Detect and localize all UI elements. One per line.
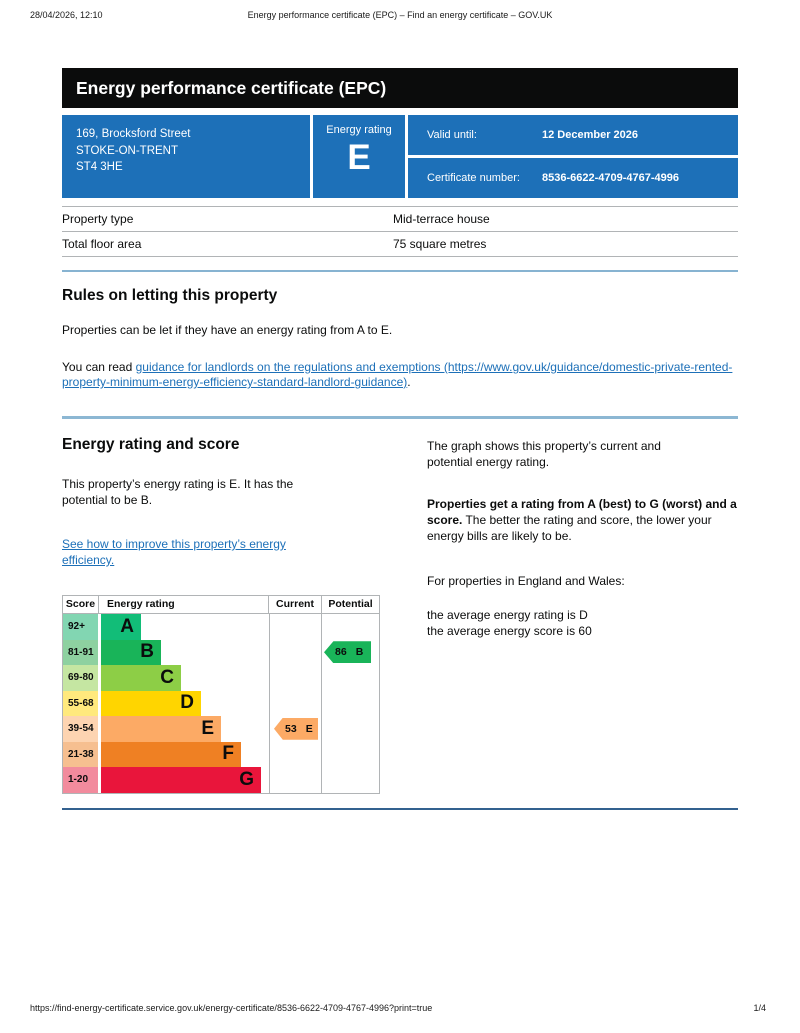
section-divider xyxy=(62,416,738,419)
floor-area-label: Total floor area xyxy=(62,237,142,251)
energy-rating-value: E xyxy=(347,138,371,177)
rating-explainer-bold: Properties get a rating from A (best) to… xyxy=(427,497,737,527)
certificate-content: Energy performance certificate (EPC) 169… xyxy=(62,68,738,810)
rating-right-column: The graph shows this property’s current … xyxy=(427,436,738,639)
epc-band-bar: D xyxy=(101,690,201,716)
epc-band-bar: E xyxy=(101,716,221,742)
current-column-divider xyxy=(269,614,270,793)
improve-efficiency-link[interactable]: See how to improve this property’s energ… xyxy=(62,537,286,567)
epc-band-bar: G xyxy=(101,767,261,793)
certificate-summary: 169, Brocksford Street STOKE-ON-TRENT ST… xyxy=(62,115,738,198)
rules-heading: Rules on letting this property xyxy=(62,287,278,304)
epc-score-cell: 92+ xyxy=(63,614,98,640)
chart-header-potential: Potential xyxy=(328,598,373,610)
table-row: Property type Mid-terrace house xyxy=(62,207,738,232)
epc-score-cell: 81-91 xyxy=(63,639,98,665)
graph-explainer-paragraph: The graph shows this property’s current … xyxy=(427,439,661,469)
epc-potential-arrow: 86 B xyxy=(324,641,371,664)
floor-area-value: 75 square metres xyxy=(393,237,487,251)
property-details-table: Property type Mid-terrace house Total fl… xyxy=(62,206,738,257)
average-score-line: the average energy score is 60 xyxy=(427,624,592,638)
energy-rating-section: Energy rating and score This property’s … xyxy=(62,436,738,794)
epc-current-arrow: 53 E xyxy=(274,717,318,740)
epc-band-row: 92+ A xyxy=(63,614,379,640)
epc-band-bar: C xyxy=(101,665,181,691)
certificate-number-value: 8536-6622-4709-4767-4996 xyxy=(542,172,680,184)
epc-band-row: 21-38 F xyxy=(63,741,379,767)
certificate-number-label: Certificate number: xyxy=(427,172,520,184)
property-type-label: Property type xyxy=(62,212,134,226)
rules-paragraph: Properties can be let if they have an en… xyxy=(62,323,393,337)
chart-header-energy-rating: Energy rating xyxy=(99,596,269,613)
averages-paragraph: the average energy rating is D the avera… xyxy=(427,607,738,639)
table-row: Total floor area 75 square metres xyxy=(62,232,738,257)
section-divider xyxy=(62,807,738,810)
address-line-3: ST4 3HE xyxy=(76,161,123,174)
validity-column: Valid until: 12 December 2026 Certificat… xyxy=(408,115,738,198)
energy-rating-label: Energy rating xyxy=(326,124,392,136)
rating-explainer-rest: The better the rating and score, the low… xyxy=(427,513,712,543)
chart-header-current: Current xyxy=(269,596,322,613)
rating-explainer-paragraph: Properties get a rating from A (best) to… xyxy=(427,496,738,544)
address-line-1: 169, Brocksford Street xyxy=(76,128,191,140)
certificate-number-box: Certificate number: 8536-6622-4709-4767-… xyxy=(408,158,738,198)
epc-band-bar: F xyxy=(101,741,241,767)
epc-band-row: 69-80 C xyxy=(63,665,379,691)
print-datetime: 28/04/2026, 12:10 xyxy=(30,10,103,20)
epc-rating-chart: Score Energy rating Current Potential 92… xyxy=(62,595,380,794)
print-header: Energy performance certificate (EPC) – F… xyxy=(0,10,800,20)
epc-banner-title: Energy performance certificate (EPC) xyxy=(62,68,738,108)
property-type-value: Mid-terrace house xyxy=(393,212,490,226)
property-address: 169, Brocksford Street STOKE-ON-TRENT ST… xyxy=(62,115,310,198)
epc-score-cell: 55-68 xyxy=(63,690,98,716)
average-rating-line: the average energy rating is D xyxy=(427,608,588,622)
valid-until-value: 12 December 2026 xyxy=(542,129,639,141)
landlord-guidance-paragraph: You can read guidance for landlords on t… xyxy=(62,360,738,390)
epc-band-row: 39-54 E xyxy=(63,716,379,742)
epc-band-bar: A xyxy=(101,614,141,640)
epc-band-row: 1-20 G xyxy=(63,767,379,793)
valid-until-label: Valid until: xyxy=(427,129,477,141)
footer-url: https://find-energy-certificate.service.… xyxy=(30,1003,433,1013)
rating-heading: Energy rating and score xyxy=(62,436,240,453)
energy-rating-box: Energy rating E xyxy=(313,115,405,198)
browser-print-title: Energy performance certificate (EPC) – F… xyxy=(247,10,553,20)
epc-band-bar: B xyxy=(101,639,161,665)
rating-summary-paragraph: This property’s energy rating is E. It h… xyxy=(62,477,294,507)
rating-left-column: Energy rating and score This property’s … xyxy=(62,436,392,794)
epc-band-row: 81-91 B xyxy=(63,639,379,665)
epc-chart-body: 92+ A 81-91 B 69-80 C 55-68 D 39-54 E 21-38 F 1-20 G 5… xyxy=(63,614,379,793)
chart-header-score: Score xyxy=(63,596,99,613)
england-wales-paragraph: For properties in England and Wales: xyxy=(427,574,625,588)
epc-score-cell: 69-80 xyxy=(63,665,98,691)
valid-until-box: Valid until: 12 December 2026 xyxy=(408,115,738,155)
epc-score-cell: 21-38 xyxy=(63,741,98,767)
landlord-guidance-link[interactable]: guidance for landlords on the regulation… xyxy=(62,360,733,389)
epc-band-row: 55-68 D xyxy=(63,690,379,716)
epc-score-cell: 39-54 xyxy=(63,716,98,742)
guidance-text-suffix: . xyxy=(407,375,411,389)
footer-page-number: 1/4 xyxy=(753,1003,766,1013)
epc-score-cell: 1-20 xyxy=(63,767,98,793)
potential-column-divider xyxy=(321,614,322,793)
address-line-2: STOKE-ON-TRENT xyxy=(76,144,179,157)
section-divider xyxy=(62,270,738,272)
epc-chart-header: Score Energy rating Current Potential xyxy=(63,596,379,614)
guidance-text-prefix: You can read xyxy=(62,360,136,374)
